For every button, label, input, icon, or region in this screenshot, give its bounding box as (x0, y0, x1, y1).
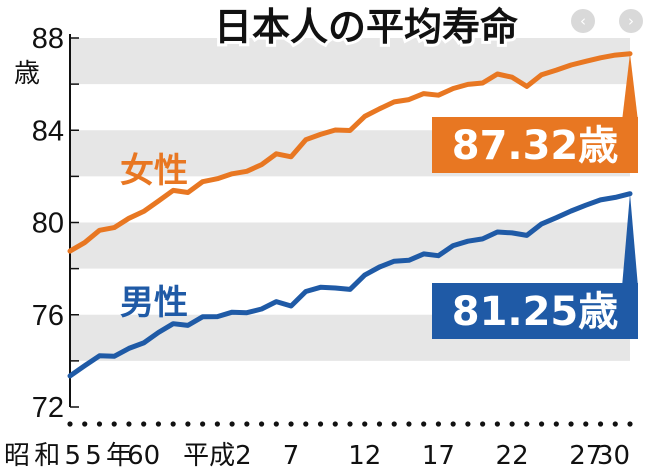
x-marker-dot (82, 421, 88, 427)
x-marker-dot (214, 421, 220, 427)
grid-band (70, 222, 630, 269)
x-marker-dot (627, 421, 633, 427)
x-tick-label: 22 (496, 441, 529, 471)
chart-title: 日本人の平均寿命 (214, 5, 518, 49)
x-marker-dot (376, 421, 383, 427)
x-tick-label: 12 (348, 441, 381, 471)
x-marker-dot (185, 421, 191, 427)
y-tick-label: 84 (32, 115, 64, 147)
x-marker-dot (141, 421, 147, 427)
x-marker-dot (126, 421, 132, 427)
x-marker-dot (362, 421, 368, 427)
y-tick-label: 76 (32, 300, 64, 332)
x-marker-dot (229, 421, 235, 427)
series-name-label: 女性 (120, 151, 188, 191)
x-marker-dot (480, 421, 486, 427)
y-tick-label: 72 (32, 392, 64, 424)
chevron-left-icon[interactable]: ‹ (571, 9, 595, 33)
x-marker-dot (332, 421, 338, 427)
x-marker-dot (347, 421, 353, 427)
x-marker-dot (67, 421, 73, 427)
x-marker-dot (612, 421, 618, 427)
x-tick-label: 7 (283, 441, 300, 471)
x-marker-dot (538, 421, 545, 427)
x-marker-dot (96, 421, 103, 427)
callout-box (432, 117, 638, 173)
x-tick-label: 17 (422, 441, 455, 471)
x-tick-label: 30 (597, 441, 630, 471)
x-marker-dot (258, 421, 265, 427)
x-marker-dot (421, 421, 427, 427)
x-marker-dot (111, 421, 117, 427)
x-marker-dot (155, 421, 162, 427)
x-marker-dot (553, 421, 559, 427)
x-marker-dot (494, 421, 500, 427)
series-end-value-label: 87.32歳 (452, 123, 619, 169)
callout-box (432, 283, 638, 339)
x-marker-dot (524, 421, 530, 427)
series-line-1 (67, 191, 633, 379)
callout-pointer (622, 193, 638, 287)
x-tick-label: 27 (569, 441, 602, 471)
x-marker-dot (465, 421, 471, 427)
x-marker-dot (391, 421, 397, 427)
y-tick-label: 80 (32, 208, 64, 240)
x-tick-label: 平成2 (183, 441, 252, 471)
x-marker-dot (244, 421, 250, 427)
chevron-right-icon[interactable]: › (619, 9, 643, 33)
series-name-label: 男性 (120, 283, 188, 323)
x-tick-label: 昭和55年 (4, 441, 132, 471)
x-tick-label: 60 (127, 441, 160, 471)
series-line-0 (67, 51, 633, 254)
x-marker-dot (435, 421, 442, 427)
y-tick-label: 88 (32, 23, 64, 55)
x-marker-dot (303, 421, 309, 427)
x-marker-dot (200, 421, 206, 427)
x-marker-dot (450, 421, 456, 427)
x-marker-dot (509, 421, 515, 427)
x-marker-dot (597, 421, 604, 427)
x-marker-dot (568, 421, 574, 427)
x-marker-dot (317, 421, 324, 427)
x-marker-dot (583, 421, 589, 427)
callout-pointer (622, 53, 638, 122)
x-marker-dot (273, 421, 279, 427)
x-marker-dot (288, 421, 294, 427)
series-end-value-label: 81.25歳 (452, 289, 619, 335)
y-axis-label: 歳 (14, 59, 40, 89)
x-marker-dot (406, 421, 412, 427)
x-marker-dot (170, 421, 176, 427)
